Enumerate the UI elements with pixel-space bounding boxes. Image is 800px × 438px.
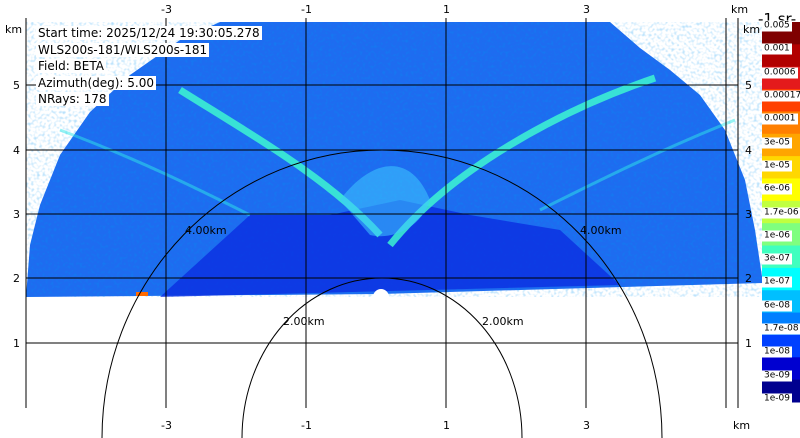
info-nrays: NRays: 178 <box>36 92 109 106</box>
origin-gap <box>373 289 389 297</box>
x-tick-bottom-3: 3 <box>583 419 590 432</box>
x-tick-top--3: -3 <box>161 3 172 16</box>
colorbar-tick-label: 1e-06 <box>762 230 792 242</box>
colorbar-tick-label: 0.0001 <box>762 113 798 125</box>
y-tick-right-4: 4 <box>745 144 752 157</box>
colorbar-tick-label: 0.005 <box>762 20 792 32</box>
colorbar-tick-label: 0.001 <box>762 43 792 55</box>
colorbar-tick-label: 1.7e-08 <box>762 323 800 335</box>
x-tick-bottom--1: -1 <box>301 419 312 432</box>
colorbar-tick-label: 6e-08 <box>762 300 792 312</box>
y-tick-right-3: 3 <box>745 208 752 221</box>
y-tick-right-1: 1 <box>745 337 752 350</box>
y-tick-right-5: 5 <box>745 79 752 92</box>
colorbar-tick-label: 3e-07 <box>762 253 792 265</box>
x-tick-top-3: 3 <box>583 3 590 16</box>
ring-label-4km-right: 4.00km <box>580 224 622 237</box>
info-station: WLS200s-181/WLS200s-181 <box>36 43 210 57</box>
beta-field <box>26 22 763 297</box>
y-tick-left-3: 3 <box>13 208 20 221</box>
beta-low-band <box>160 200 620 297</box>
colorbar-tick-label: 0.0006 <box>762 67 798 79</box>
y-tick-left-2: 2 <box>13 272 20 285</box>
x-tick-bottom--3: -3 <box>161 419 172 432</box>
x-unit-top: km <box>731 3 748 16</box>
ring-label-2km-right: 2.00km <box>482 315 524 328</box>
colorbar-tick-label: 1e-05 <box>762 160 792 172</box>
beta-layer-right-low <box>539 118 736 212</box>
ring-label-4km-left: 4.00km <box>185 224 227 237</box>
x-tick-top--1: -1 <box>301 3 312 16</box>
axes-frame <box>25 18 739 408</box>
beta-field-speckle <box>26 22 763 297</box>
colorbar-tick-label: 6e-06 <box>762 183 792 195</box>
beta-hotspot <box>136 292 148 296</box>
y-tick-right-2: 2 <box>745 272 752 285</box>
info-azimuth: Azimuth(deg): 5.00 <box>36 76 157 90</box>
y-tick-left-5: 5 <box>13 79 20 92</box>
y-tick-left-1: 1 <box>13 337 20 350</box>
y-unit-left: km <box>5 23 22 36</box>
x-unit-bottom: km <box>733 419 750 432</box>
ring-label-2km-left: 2.00km <box>283 315 325 328</box>
colorbar-tick-label: 1.7e-06 <box>762 207 800 218</box>
colorbar-tick-label: 1e-07 <box>762 276 792 288</box>
y-tick-left-4: 4 <box>13 144 20 157</box>
colorbar-tick-label: 3e-05 <box>762 137 792 149</box>
colorbar-tick-label: 0.00017 <box>762 90 800 102</box>
y-unit-right: km <box>743 23 760 36</box>
range-ring-2km <box>241 277 523 438</box>
colorbar-tick-label: 1e-09 <box>762 393 792 405</box>
colorbar-tick-label: 3e-09 <box>762 370 792 382</box>
colorbar-tick-label: 1e-08 <box>762 346 792 358</box>
info-start-time: Start time: 2025/12/24 19:30:05.278 <box>36 26 262 40</box>
x-tick-bottom-1: 1 <box>443 419 450 432</box>
info-field: Field: BETA <box>36 59 106 73</box>
beta-center-plume <box>340 166 430 237</box>
x-tick-top-1: 1 <box>443 3 450 16</box>
